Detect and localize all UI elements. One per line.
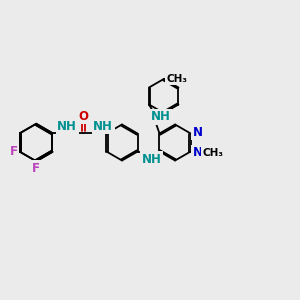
Text: NH: NH	[57, 120, 77, 133]
Text: NH: NH	[141, 152, 161, 166]
Text: N: N	[192, 126, 203, 139]
Text: CH₃: CH₃	[203, 148, 224, 158]
Text: NH: NH	[151, 110, 170, 123]
Text: F: F	[10, 146, 18, 158]
Text: NH: NH	[93, 120, 113, 133]
Text: N: N	[192, 146, 203, 159]
Text: CH₃: CH₃	[166, 74, 187, 84]
Text: F: F	[32, 161, 40, 175]
Text: O: O	[79, 110, 88, 123]
